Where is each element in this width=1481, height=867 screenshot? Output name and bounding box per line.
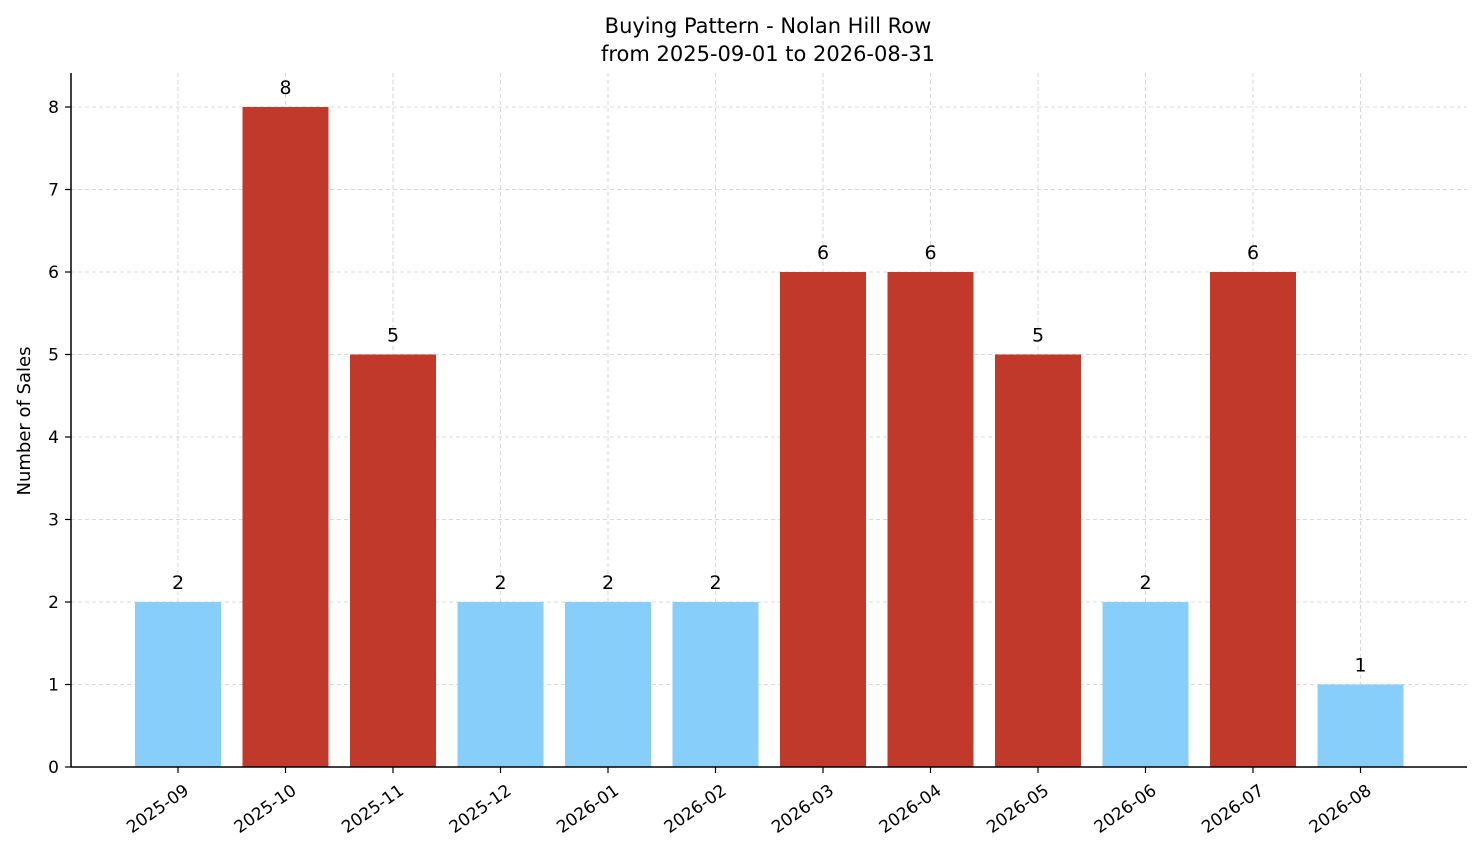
bar-2026-04 [887,272,974,767]
y-tick-label: 0 [48,758,59,778]
bar-2025-12 [457,602,544,767]
bar-2026-06 [1102,602,1189,767]
axes [70,73,1467,768]
bar-value-labels: 2 8 5 2 2 2 6 6 5 2 6 1 [172,77,1367,677]
x-tick-label: 2026-02 [661,781,731,838]
x-tick-label: 2026-05 [983,781,1053,838]
bar-2026-02 [672,602,759,767]
y-tick-label: 5 [48,346,59,366]
x-tick-label: 2026-08 [1306,781,1376,838]
bar-value-label: 2 [602,572,614,594]
bar-2025-09 [135,602,221,767]
y-tick-label: 2 [48,593,59,613]
y-axis-ticks: 0 1 2 3 4 5 6 7 8 [48,98,71,778]
bar-2025-10 [242,107,329,767]
bar-value-label: 6 [924,242,936,264]
y-tick-label: 3 [48,511,59,531]
bar-2025-11 [350,354,436,767]
bar-value-label: 2 [1139,572,1151,594]
bar-value-label: 6 [817,242,829,264]
y-tick-label: 1 [48,676,59,696]
bar-2026-08 [1317,684,1404,767]
bar-value-label: 5 [1032,325,1044,347]
bars [135,107,1404,767]
bar-value-label: 2 [709,572,721,594]
y-axis-label: Number of Sales [14,346,35,495]
y-tick-label: 7 [48,181,59,201]
x-tick-label: 2026-01 [553,781,623,838]
x-axis-ticks: 2025-09 2025-10 2025-11 2025-12 2026-01 2026-… [123,767,1375,838]
bar-2026-01 [565,602,651,767]
bar-value-label: 2 [172,572,184,594]
x-tick-label: 2026-03 [768,781,838,838]
y-tick-label: 8 [48,98,59,118]
bar-2026-03 [780,272,866,767]
y-tick-label: 6 [48,263,59,283]
bar-value-label: 1 [1354,655,1366,677]
bar-value-label: 8 [279,77,291,99]
x-tick-label: 2025-12 [446,781,516,838]
x-tick-label: 2025-11 [338,781,408,838]
x-tick-label: 2025-10 [231,781,301,838]
x-tick-label: 2026-04 [876,781,946,838]
bar-value-label: 2 [494,572,506,594]
x-tick-label: 2025-09 [123,781,193,838]
bar-2026-07 [1210,272,1296,767]
y-tick-label: 4 [48,428,59,448]
chart-title: Buying Pattern - Nolan Hill Row [605,14,932,38]
x-tick-label: 2026-07 [1198,781,1268,838]
bar-2026-05 [995,354,1081,767]
bar-value-label: 5 [387,325,399,347]
bar-value-label: 6 [1247,242,1259,264]
x-tick-label: 2026-06 [1091,781,1161,838]
chart-subtitle: from 2025-09-01 to 2026-08-31 [601,42,935,66]
